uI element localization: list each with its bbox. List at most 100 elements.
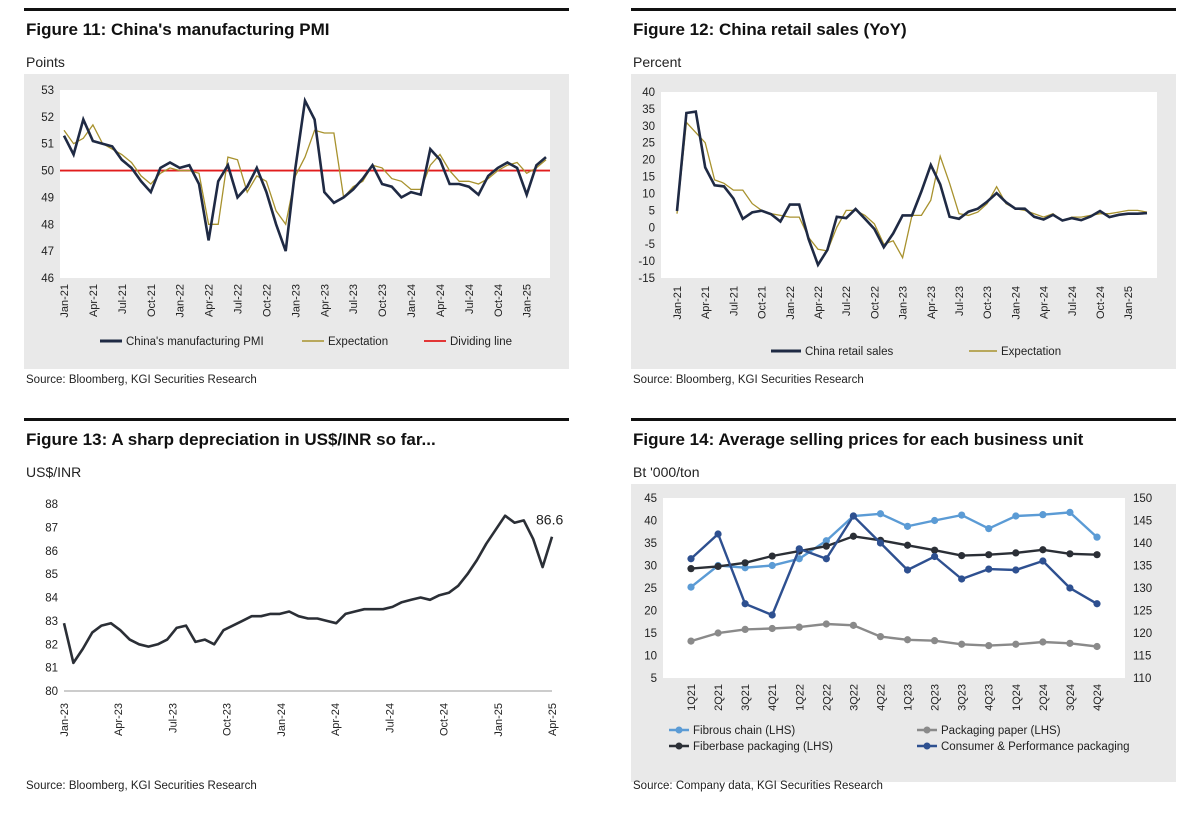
- x-tick-label: 3Q24: [1065, 684, 1077, 711]
- legend-marker: [675, 726, 683, 734]
- x-tick-label: Apr-23: [113, 703, 125, 736]
- x-tick-label: Jan-25: [522, 284, 534, 318]
- x-tick-label: Apr-25: [547, 703, 559, 736]
- figure-title: Figure 11: China's manufacturing PMI: [26, 20, 330, 39]
- series-point: [741, 559, 749, 567]
- series-point: [1093, 533, 1101, 541]
- x-tick-label: Jul-24: [384, 703, 396, 733]
- y-tick-label: 25: [644, 583, 657, 595]
- series-point: [931, 516, 939, 525]
- y-tick-label: 85: [45, 569, 58, 581]
- series-point: [714, 562, 722, 570]
- legend-label: Consumer & Performance packaging: [941, 741, 1130, 753]
- series-point: [849, 621, 857, 629]
- x-tick-label: Apr-23: [926, 286, 938, 319]
- x-tick-label: Jul-23: [954, 286, 966, 316]
- x-tick-label: 2Q23: [930, 684, 942, 711]
- x-tick-label: 4Q21: [767, 684, 779, 711]
- series-point: [985, 642, 993, 650]
- y-tick-label: 87: [45, 522, 58, 534]
- series-point: [822, 620, 830, 628]
- y-tick-label: 48: [41, 219, 54, 231]
- x-tick-label: Apr-22: [204, 284, 216, 317]
- series-point: [958, 552, 966, 560]
- legend-label: Fiberbase packaging (LHS): [693, 741, 833, 753]
- chart-area: 46 47 48 49 50 51 52 53 Jan-21 Apr-21 Jul-21 Oct-21…: [24, 74, 569, 369]
- plot-background: [661, 92, 1157, 278]
- x-tick-label: 1Q21: [686, 684, 698, 711]
- panel-top-rule: [631, 8, 1176, 11]
- x-tick-label: Jul-22: [841, 286, 853, 316]
- series-point: [876, 633, 885, 641]
- series-point: [714, 629, 722, 637]
- series-point: [1066, 508, 1074, 516]
- series-point: [687, 555, 695, 563]
- series-point: [822, 542, 830, 550]
- y-unit-label: Bt '000/ton: [633, 464, 700, 480]
- series-point: [876, 539, 885, 547]
- y-tick-label: 25: [642, 138, 655, 150]
- source-note: Source: Bloomberg, KGI Securities Resear…: [633, 374, 864, 386]
- y-tick-label: 10: [642, 188, 655, 200]
- y-tick-label: 35: [644, 538, 657, 550]
- chart-area: 5 10 15 20 25 30 35 40 45 110 115 120 125 130 135 140 14…: [631, 484, 1176, 782]
- y-tick-label: 88: [45, 499, 58, 511]
- x-tick-label: Jul-23: [348, 284, 360, 314]
- source-note: Source: Bloomberg, KGI Securities Resear…: [26, 374, 257, 386]
- plot-background: [663, 498, 1125, 678]
- x-tick-label: Oct-23: [377, 284, 389, 317]
- x-tick-label: Apr-23: [319, 284, 331, 317]
- x-tick-label: Jan-23: [290, 284, 302, 318]
- y-tick-label: 150: [1133, 493, 1152, 505]
- x-tick-label: Jul-24: [1067, 286, 1079, 316]
- series-point: [1012, 566, 1020, 574]
- y-tick-label: 30: [642, 121, 655, 133]
- series-point: [1093, 600, 1101, 608]
- series-point: [687, 565, 695, 573]
- plot-background: [60, 90, 550, 278]
- series-point: [1066, 639, 1074, 647]
- chart-area: 80 81 82 83 84 85 86 87 88 Jan-23 Apr-23 Jul-23 Oct-…: [24, 484, 569, 782]
- x-tick-label: Apr-21: [88, 284, 100, 317]
- series-point: [1012, 512, 1020, 520]
- y-tick-label: 81: [45, 663, 58, 675]
- x-tick-label: Apr-24: [330, 703, 342, 736]
- y-tick-label: 40: [642, 87, 655, 99]
- y-tick-label: -5: [645, 239, 655, 251]
- series-point: [1012, 640, 1020, 648]
- x-tick-label: Jan-21: [672, 286, 684, 320]
- y-tick-label: 51: [41, 139, 54, 151]
- series-point: [1039, 546, 1047, 554]
- x-tick-label: Jan-25: [1123, 286, 1135, 320]
- x-tick-label: Jan-24: [406, 284, 418, 318]
- chart-area: -15 -10 -5 0 5 10 15 20 25 30 35 40 Jan-21 Apr-21 Jul-…: [631, 74, 1176, 369]
- series-point: [1012, 549, 1020, 557]
- series-point: [931, 552, 939, 561]
- x-tick-label: Oct-21: [146, 284, 158, 317]
- x-tick-label: Jan-21: [59, 284, 71, 318]
- series-point: [822, 537, 830, 545]
- legend-marker: [923, 742, 931, 750]
- x-tick-label: Jul-24: [464, 284, 476, 314]
- legend-label: Dividing line: [450, 336, 512, 348]
- series-point: [741, 600, 749, 608]
- series-point: [795, 545, 803, 553]
- series-line-1: [690, 622, 1098, 648]
- series-point: [795, 555, 803, 563]
- figure-title: Figure 13: A sharp depreciation in US$/I…: [26, 430, 436, 449]
- x-tick-label: Jan-22: [785, 286, 797, 320]
- x-tick-label: Jan-24: [1010, 286, 1022, 320]
- series-point: [985, 525, 993, 533]
- series-point: [768, 624, 776, 633]
- x-tick-label: 4Q23: [984, 684, 996, 711]
- x-tick-label: 3Q22: [848, 684, 860, 711]
- x-tick-label: Oct-24: [493, 284, 505, 317]
- series-point: [903, 522, 912, 530]
- y-tick-label: 15: [644, 628, 657, 640]
- x-tick-label: Jan-25: [493, 703, 505, 737]
- x-tick-label: Oct-21: [757, 286, 769, 319]
- y-tick-label: 80: [45, 686, 58, 698]
- y-tick-label: 140: [1133, 538, 1152, 550]
- series-point: [876, 510, 885, 518]
- series-point: [1066, 584, 1074, 592]
